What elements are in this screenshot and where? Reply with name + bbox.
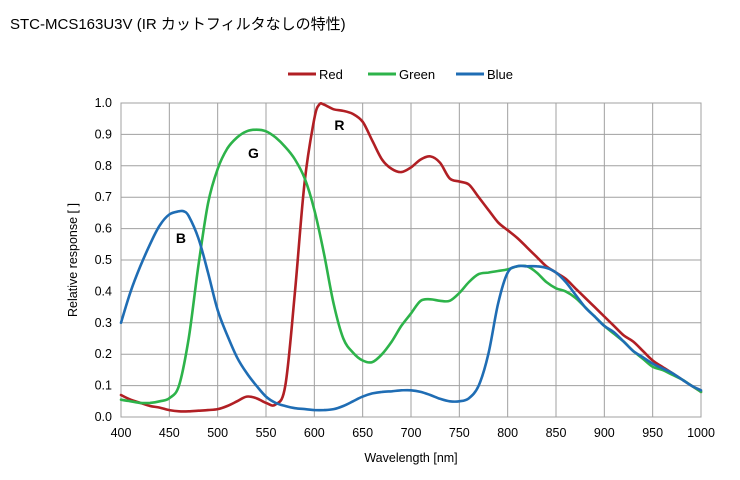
page-title: STC-MCS163U3V (IR カットフィルタなしの特性)	[10, 16, 346, 33]
x-tick-label: 1000	[687, 426, 715, 440]
chart-series	[119, 102, 703, 413]
y-tick-label: 0.6	[95, 222, 112, 236]
curve-label-r: R	[334, 117, 344, 133]
y-tick-label: 0.9	[95, 127, 112, 141]
y-tick-label: 0.5	[95, 253, 112, 267]
x-tick-label: 750	[449, 426, 470, 440]
x-tick-label: 550	[256, 426, 277, 440]
x-tick-label: 400	[111, 426, 132, 440]
chart-ticks: 0.0 0.1 0.2 0.3 0.4 0.5 0.6 0.7 0.8 0.9 1.0 400 450 5…	[95, 96, 715, 440]
y-tick-label: 0.7	[95, 190, 112, 204]
chart-grid	[120, 102, 702, 418]
series-line-red	[119, 102, 703, 413]
x-tick-label: 800	[497, 426, 518, 440]
x-tick-label: 950	[642, 426, 663, 440]
x-tick-label: 850	[546, 426, 567, 440]
legend-label-blue: Blue	[487, 67, 513, 82]
legend-label-green: Green	[399, 67, 435, 82]
curve-label-g: G	[248, 145, 259, 161]
y-axis-label: Relative response [ ]	[66, 203, 80, 317]
legend-label-red: Red	[319, 67, 343, 82]
chart-annotations: R G B	[176, 117, 345, 246]
y-tick-label: 0.2	[95, 347, 112, 361]
y-tick-label: 0.1	[95, 379, 112, 393]
x-tick-label: 900	[594, 426, 615, 440]
x-tick-label: 500	[207, 426, 228, 440]
y-tick-label: 0.8	[95, 159, 112, 173]
curve-label-b: B	[176, 230, 186, 246]
x-tick-label: 700	[401, 426, 422, 440]
x-axis-label: Wavelength [nm]	[364, 451, 457, 465]
chart-legend: Red Green Blue	[288, 67, 513, 82]
y-tick-label: 0.4	[95, 284, 112, 298]
x-tick-label: 450	[159, 426, 180, 440]
y-tick-label: 0.3	[95, 316, 112, 330]
series-line-blue	[119, 209, 703, 412]
x-tick-label: 650	[352, 426, 373, 440]
x-tick-label: 600	[304, 426, 325, 440]
y-tick-label: 0.0	[95, 410, 112, 424]
y-tick-label: 1.0	[95, 96, 112, 110]
